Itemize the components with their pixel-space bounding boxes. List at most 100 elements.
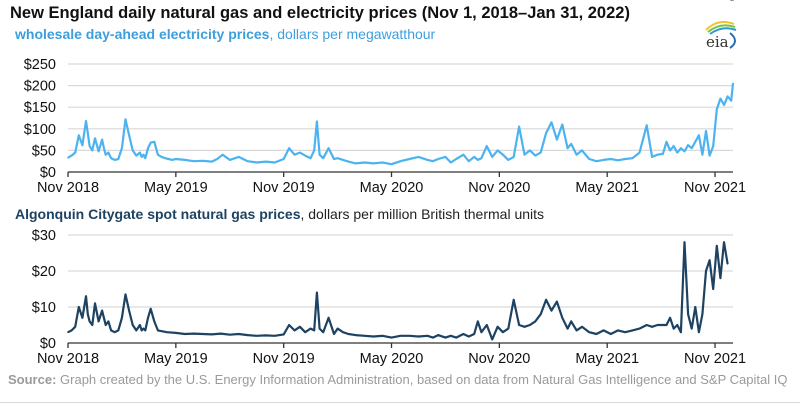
gas-x-tick-label: May 2020 — [360, 351, 424, 367]
elec-data-point — [216, 158, 218, 160]
gas-data-point — [662, 324, 664, 326]
elec-data-point — [529, 149, 531, 152]
elec-data-point — [184, 159, 186, 161]
gas-data-point — [372, 335, 375, 338]
gas-data-point — [322, 331, 325, 334]
gas-data-point — [486, 324, 488, 326]
elec-x-tick-label: Nov 2020 — [468, 180, 530, 196]
gas-data-point — [512, 299, 515, 301]
elec-data-point — [480, 157, 483, 159]
elec-series-line — [67, 83, 735, 166]
elec-data-point — [468, 160, 470, 162]
gas-data-point — [85, 295, 87, 298]
gas-data-point — [117, 329, 120, 332]
gas-data-point — [81, 317, 84, 319]
elec-data-point — [617, 159, 619, 162]
gas-data-point — [617, 329, 619, 332]
elec-data-point — [299, 151, 301, 154]
gas-data-point — [450, 335, 452, 337]
elec-x-tick-label: May 2020 — [360, 180, 424, 196]
gas-data-point — [491, 338, 494, 341]
elec-x-tick-label: May 2021 — [575, 180, 639, 196]
source-note: Source: Graph created by the U.S. Energy… — [8, 372, 793, 387]
gas-data-point — [237, 333, 240, 335]
gas-x-tick-label: May 2021 — [575, 351, 639, 367]
elec-data-point — [316, 120, 318, 123]
elec-data-point — [645, 124, 648, 127]
elec-data-point — [502, 153, 504, 156]
elec-data-point — [432, 160, 434, 162]
elec-data-point — [491, 156, 494, 158]
elec-data-point — [293, 153, 296, 156]
electricity-units: , dollars per megawatthour — [269, 26, 436, 42]
elec-data-point — [255, 161, 258, 164]
elec-data-point — [708, 154, 711, 157]
elec-data-point — [282, 158, 285, 160]
gas-data-point — [128, 309, 130, 312]
gas-data-point — [556, 300, 558, 303]
elec-data-point — [581, 149, 583, 152]
elec-data-point — [518, 125, 520, 128]
elec-data-point — [273, 161, 276, 164]
elec-data-point — [570, 143, 572, 145]
elec-data-point — [450, 161, 452, 164]
elec-data-point — [651, 156, 653, 158]
elec-data-point — [455, 158, 458, 160]
gas-data-point — [94, 302, 96, 305]
gas-data-point — [726, 263, 729, 265]
gas-data-point — [708, 259, 711, 262]
gas-x-tick-label: Nov 2021 — [684, 351, 746, 367]
elec-data-point — [566, 147, 569, 149]
elec-data-point — [113, 159, 116, 161]
gas-data-point — [455, 336, 458, 339]
gas-data-point — [327, 317, 330, 319]
bottom-divider — [0, 402, 800, 403]
gas-data-point — [88, 320, 91, 323]
elec-data-point — [694, 141, 697, 143]
gas-data-point — [67, 331, 69, 334]
source-text: Graph created by the U.S. Energy Informa… — [56, 372, 788, 387]
gas-data-point — [333, 333, 335, 335]
elec-data-point — [477, 159, 479, 161]
gas-data-point — [153, 320, 156, 323]
gas-data-point — [229, 333, 231, 336]
elec-data-point — [94, 137, 96, 140]
gas-data-point — [712, 288, 714, 290]
gas-data-point — [518, 324, 520, 326]
elec-data-point — [462, 153, 465, 156]
gas-data-point — [408, 335, 411, 337]
gas-data-point — [144, 329, 147, 332]
gas-data-point — [140, 329, 143, 332]
gas-data-point — [602, 329, 605, 332]
elec-data-point — [171, 159, 173, 161]
elec-data-point — [103, 147, 105, 149]
gas-data-point — [293, 329, 296, 332]
gas-data-point — [680, 331, 682, 334]
gas-data-point — [149, 308, 152, 310]
elec-data-point — [140, 156, 143, 158]
gas-data-point — [363, 335, 366, 337]
elec-data-point — [288, 147, 290, 149]
elec-data-point — [723, 104, 725, 106]
gas-data-point — [575, 329, 578, 332]
gas-data-point — [477, 320, 479, 323]
elec-data-point — [716, 108, 718, 111]
elec-data-point — [417, 156, 420, 158]
elec-data-point — [534, 154, 537, 157]
gas-data-point — [665, 324, 668, 326]
gas-x-tick-label: May 2019 — [144, 351, 208, 367]
gas-chart: $0 $10 $20 $30 Nov 2018 May 2019 Nov 2019 May 2… — [32, 0, 746, 367]
gas-data-point — [354, 334, 357, 336]
gas-data-point — [336, 327, 339, 330]
elec-data-point — [680, 147, 682, 149]
elec-data-point — [444, 156, 447, 158]
elec-data-point — [698, 134, 700, 137]
elec-data-point — [712, 145, 714, 147]
elec-data-point — [85, 120, 87, 122]
elec-data-point — [149, 141, 152, 144]
elec-data-point — [676, 151, 679, 154]
elec-data-point — [333, 158, 335, 160]
elec-data-point — [128, 134, 130, 137]
gas-data-point — [444, 336, 447, 339]
elec-data-point — [87, 132, 89, 134]
